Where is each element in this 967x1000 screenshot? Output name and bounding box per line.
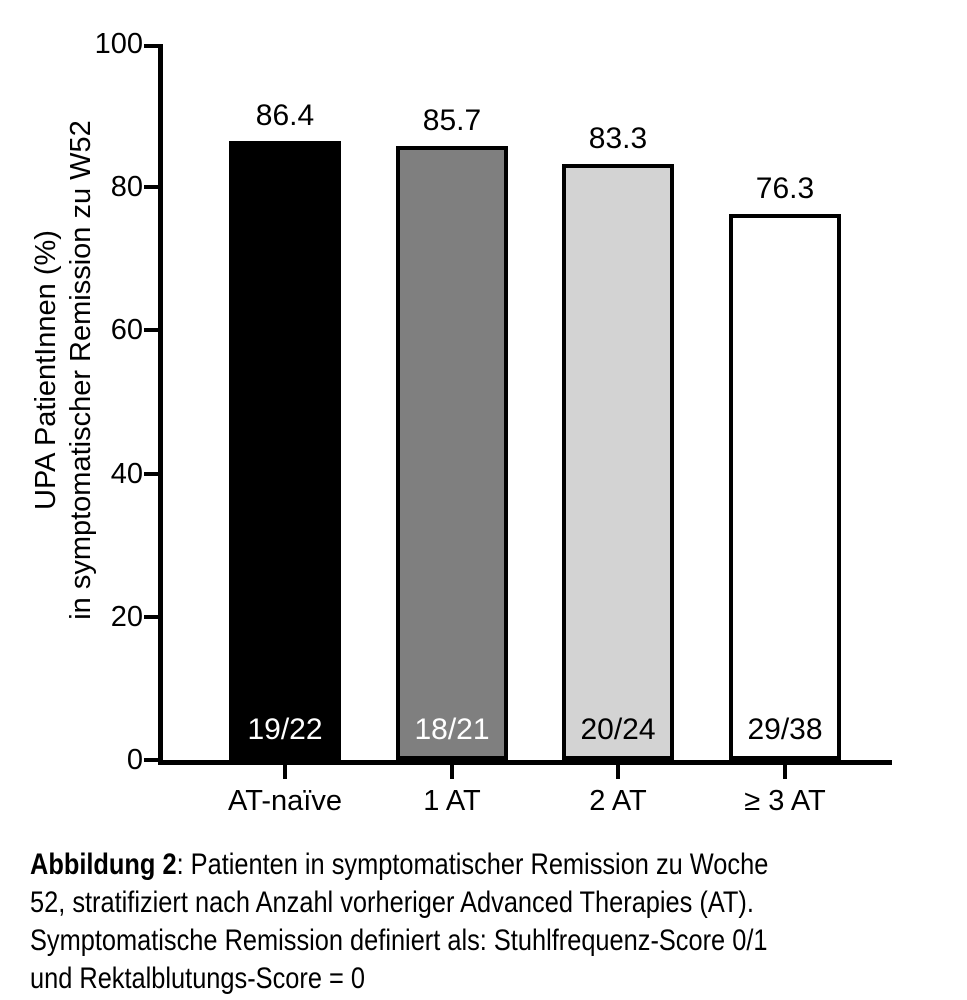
bar-2-at [562, 164, 674, 760]
bar-fraction-label: 18/21 [414, 713, 490, 746]
x-tick-label: ≥ 3 AT [744, 785, 826, 817]
caption-line: Abbildung 2: Patienten in symptomatische… [30, 848, 769, 881]
y-tick-mark [144, 185, 158, 189]
y-tick-label: 100 [94, 28, 143, 60]
caption-line: 52, stratifiziert nach Anzahl vorheriger… [30, 886, 754, 919]
bar-1-at [396, 146, 508, 760]
caption-bold-prefix: Abbildung 2 [30, 848, 177, 881]
bar-value-label: 85.7 [422, 104, 482, 137]
y-tick-mark [144, 758, 158, 762]
plot-area: 0 20 40 60 80 100 86.4 19/22 AT-naïve 85.7 18/21 1 … [95, 28, 892, 817]
y-tick-label: 60 [110, 314, 143, 346]
y-axis-title-line1: UPA PatientInnen (%) [30, 230, 62, 510]
figure-caption: Abbildung 2: Patienten in symptomatische… [30, 846, 768, 998]
y-tick-mark [144, 328, 158, 332]
bar-fraction-label: 20/24 [580, 713, 656, 746]
y-tick-mark [144, 615, 158, 619]
x-tick-mark [783, 765, 787, 779]
y-tick-label: 20 [110, 601, 143, 633]
caption-line: und Rektalblutungs-Score = 0 [30, 962, 365, 995]
x-tick-label: 1 AT [423, 785, 481, 817]
x-tick-mark [616, 765, 620, 779]
x-tick-label: AT-naïve [228, 785, 342, 817]
y-tick-label: 0 [126, 744, 143, 776]
bar-at-na-ve [229, 141, 341, 760]
caption-line: Symptomatische Remission definiert als: … [30, 924, 768, 957]
bar-fraction-label: 19/22 [247, 713, 323, 746]
x-tick-mark [450, 765, 454, 779]
y-tick-mark [144, 44, 158, 48]
x-tick-mark [283, 765, 287, 779]
bar-value-label: 76.3 [755, 172, 815, 205]
y-tick-label: 80 [110, 171, 143, 203]
bar--3-at [729, 214, 841, 760]
bar-value-label: 86.4 [255, 99, 315, 132]
y-tick-label: 40 [110, 458, 143, 490]
x-tick-label: 2 AT [589, 785, 647, 817]
bar-fraction-label: 29/38 [747, 713, 823, 746]
y-tick-mark [144, 472, 158, 476]
bar-value-label: 83.3 [588, 122, 648, 155]
